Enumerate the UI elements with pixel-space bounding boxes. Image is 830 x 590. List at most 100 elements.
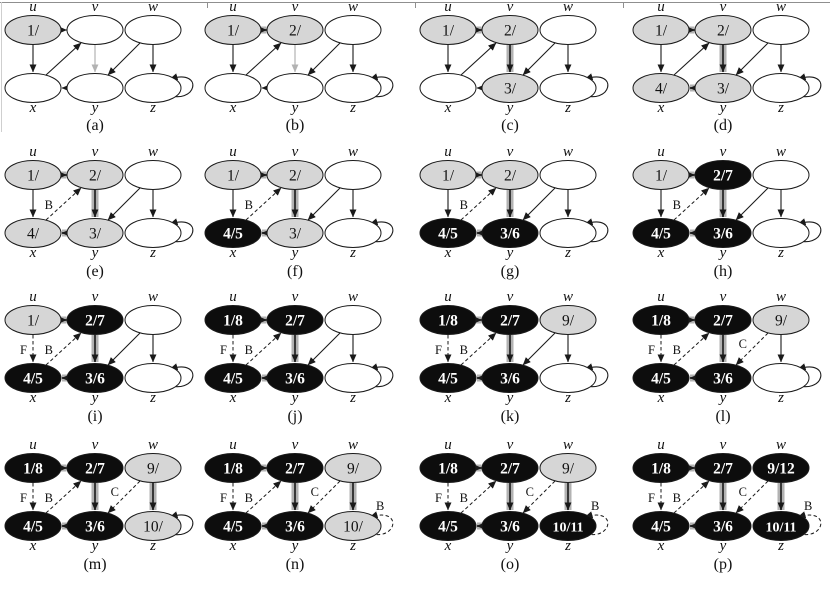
node-w	[752, 305, 810, 335]
node-x	[632, 363, 690, 393]
node-name-x: x	[657, 538, 665, 554]
node-name-u: u	[229, 0, 237, 15]
node-name-y: y	[290, 100, 299, 116]
dfs-graph-f: B 1/u 2/v w 4/5 x 3/y z (f)	[204, 144, 394, 280]
node-name-x: x	[229, 100, 237, 116]
node-name-u: u	[444, 0, 452, 15]
node-x	[204, 73, 262, 103]
node-u	[4, 305, 62, 335]
node-name-w: w	[348, 145, 358, 160]
node-times-x: 4/	[655, 81, 668, 98]
node-times-y: 3/6	[713, 371, 733, 388]
node-u	[204, 453, 262, 483]
node-name-x: x	[444, 390, 452, 406]
node-name-u: u	[29, 438, 37, 453]
node-name-v: v	[292, 145, 299, 160]
node-times-y: 3/	[717, 81, 730, 98]
node-name-z: z	[777, 538, 784, 554]
node-name-y: y	[90, 100, 99, 116]
panel-caption: (l)	[715, 408, 730, 425]
node-v	[694, 15, 752, 45]
node-u	[632, 160, 690, 190]
node-name-x: x	[444, 538, 452, 554]
dfs-panel-m: F B C 1/8 u 2/7 v 9/w 4/5 x 3/6 y 10/z (m)	[0, 437, 210, 590]
edge-wy	[735, 42, 769, 76]
edge-wy	[522, 332, 556, 366]
node-w	[324, 453, 382, 483]
edge-label-xv: B	[673, 198, 681, 212]
node-y	[66, 218, 124, 248]
node-times-u: 1/8	[438, 313, 458, 330]
node-name-x: x	[229, 245, 237, 261]
node-name-u: u	[657, 145, 665, 160]
node-times-w: 9/	[347, 461, 360, 478]
dfs-panel-c: 1/u 2/v w x 3/y z (c)	[410, 0, 625, 152]
node-times-x: 4/5	[223, 371, 243, 388]
edge-label-xv: B	[673, 343, 681, 357]
node-times-y: 3/6	[85, 519, 105, 536]
node-times-y: 3/6	[285, 519, 305, 536]
node-name-w: w	[148, 290, 158, 305]
node-u	[204, 15, 262, 45]
dfs-graph-i: F B 1/u 2/7 v w 4/5 x 3/6 y z (i)	[4, 289, 194, 425]
node-name-y: y	[90, 390, 99, 406]
node-name-x: x	[657, 245, 665, 261]
edge-xv	[45, 42, 82, 76]
node-name-u: u	[29, 145, 37, 160]
node-name-v: v	[720, 145, 727, 160]
node-times-y: 3/6	[713, 519, 733, 536]
dfs-graph-b: 1/u 2/v w x y z (b)	[204, 0, 394, 134]
edge-label-zz: B	[804, 499, 812, 513]
node-z	[752, 218, 810, 248]
node-times-w: 9/	[562, 461, 575, 478]
node-times-x: 4/5	[438, 519, 458, 536]
panel-caption: (h)	[714, 263, 733, 280]
edge-wy	[735, 187, 769, 221]
node-name-w: w	[148, 438, 158, 453]
node-y	[266, 73, 324, 103]
node-times-u: 1/8	[438, 461, 458, 478]
node-w	[124, 160, 182, 190]
node-y	[66, 73, 124, 103]
node-name-y: y	[718, 538, 727, 554]
node-name-w: w	[563, 0, 573, 15]
node-times-u: 1/	[27, 168, 40, 185]
panel-caption: (a)	[86, 117, 104, 134]
node-times-v: 2/7	[713, 168, 733, 185]
node-name-v: v	[507, 145, 514, 160]
node-name-y: y	[290, 538, 299, 554]
node-name-w: w	[776, 0, 786, 15]
node-times-x: 4/5	[23, 371, 43, 388]
node-times-x: 4/5	[438, 226, 458, 243]
node-y	[694, 73, 752, 103]
node-w	[752, 453, 810, 483]
dfs-panel-i: F B 1/u 2/7 v w 4/5 x 3/6 y z (i)	[0, 289, 210, 442]
dfs-panel-e: B 1/u 2/v w 4/x 3/y z (e)	[0, 144, 210, 297]
edge-wy	[522, 42, 556, 76]
node-name-v: v	[92, 438, 99, 453]
dfs-graph-j: F B1/8 u 2/7 v w 4/5 x 3/6 y z (j)	[204, 289, 394, 425]
edge-xv	[245, 42, 282, 76]
node-name-x: x	[29, 538, 37, 554]
node-name-y: y	[90, 245, 99, 261]
node-name-z: z	[149, 100, 156, 116]
edge-label-xv: B	[245, 343, 253, 357]
dfs-panel-b: 1/u 2/v w x y z (b)	[195, 0, 410, 152]
node-y	[481, 218, 539, 248]
node-name-z: z	[349, 245, 356, 261]
node-name-z: z	[564, 100, 571, 116]
node-z	[324, 218, 382, 248]
edge-label-xv: B	[45, 198, 53, 212]
edge-label-wy: C	[739, 485, 747, 499]
node-y	[694, 511, 752, 541]
node-times-x: 4/5	[223, 226, 243, 243]
node-u	[419, 453, 477, 483]
node-name-z: z	[149, 538, 156, 554]
node-v	[694, 305, 752, 335]
node-times-y: 3/6	[285, 371, 305, 388]
node-name-x: x	[29, 245, 37, 261]
panel-caption: (k)	[501, 408, 520, 425]
edge-wy	[307, 42, 341, 76]
node-name-y: y	[505, 538, 514, 554]
node-name-y: y	[505, 390, 514, 406]
